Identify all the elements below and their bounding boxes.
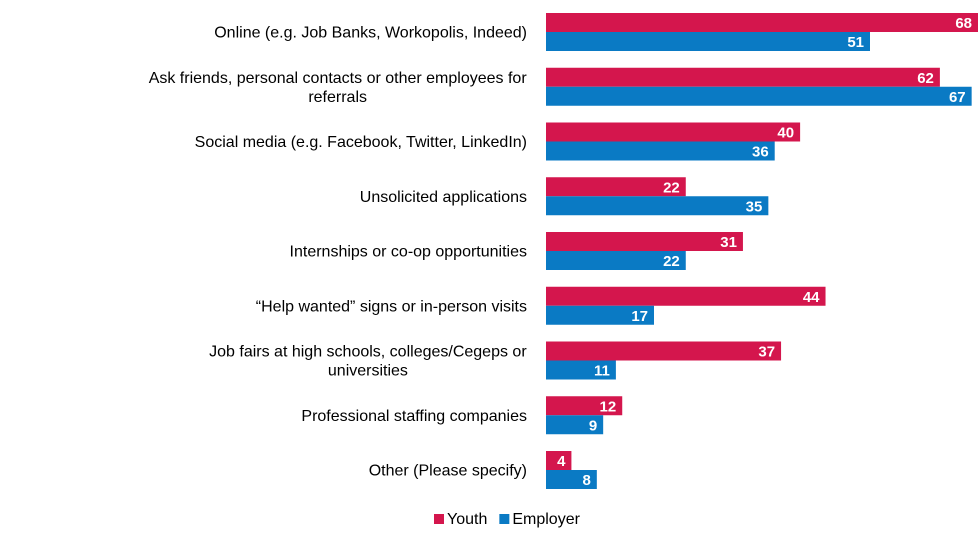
bar-employer-4 — [546, 196, 769, 216]
bar-youth-3 — [546, 122, 801, 142]
data-label-youth-6: 44 — [803, 289, 820, 306]
data-label-employer-6: 17 — [631, 308, 648, 325]
bar-youth-5 — [546, 232, 743, 251]
data-label-employer-4: 35 — [746, 198, 763, 215]
data-label-youth-8: 12 — [600, 398, 617, 415]
bar-youth-1 — [546, 13, 978, 32]
data-label-youth-5: 31 — [720, 234, 737, 251]
category-label-line: referrals — [308, 89, 367, 106]
data-label-youth-4: 22 — [663, 179, 680, 196]
category-label-line: Other (Please specify) — [369, 463, 527, 480]
bar-employer-3 — [546, 141, 775, 161]
category-label-2: Ask friends, personal contacts or other … — [149, 70, 528, 106]
data-label-employer-2: 67 — [949, 89, 966, 106]
data-label-employer-8: 9 — [589, 417, 597, 434]
bar-youth-9 — [546, 451, 572, 470]
bar-employer-2 — [546, 86, 972, 106]
bar-youth-8 — [546, 396, 623, 416]
category-label-8: Professional staffing companies — [301, 408, 527, 425]
bar-youth-7 — [546, 341, 782, 361]
category-label-6: “Help wanted” signs or in-person visits — [256, 298, 527, 315]
category-label-1: Online (e.g. Job Banks, Workopolis, Inde… — [214, 25, 527, 42]
bar-employer-6 — [546, 305, 654, 325]
category-label-9: Other (Please specify) — [369, 463, 527, 480]
data-label-youth-2: 62 — [917, 70, 934, 87]
category-label-line: “Help wanted” signs or in-person visits — [256, 298, 527, 315]
category-label-line: Professional staffing companies — [301, 408, 527, 425]
data-label-employer-9: 8 — [582, 472, 590, 489]
legend: Youth Employer — [434, 511, 581, 528]
category-labels: Online (e.g. Job Banks, Workopolis, Inde… — [149, 25, 528, 480]
data-label-youth-7: 37 — [758, 344, 775, 361]
bars-layer: 68 51 62 67 40 36 22 35 31 22 44 17 37 11 129 48 — [546, 13, 978, 489]
data-label-employer-5: 22 — [663, 253, 680, 270]
category-label-line: Job fairs at high schools, colleges/Cege… — [209, 344, 527, 361]
bar-employer-8 — [546, 415, 604, 435]
category-label-5: Internships or co-op opportunities — [290, 244, 527, 261]
category-label-line: Social media (e.g. Facebook, Twitter, Li… — [195, 134, 527, 151]
category-label-4: Unsolicited applications — [360, 189, 527, 206]
legend-swatch-youth — [434, 514, 444, 524]
data-label-employer-1: 51 — [847, 34, 864, 51]
data-label-employer-3: 36 — [752, 144, 769, 161]
data-label-employer-7: 11 — [594, 363, 610, 380]
bar-youth-2 — [546, 67, 940, 87]
bar-youth-4 — [546, 177, 686, 197]
category-label-line: universities — [328, 363, 408, 380]
bar-employer-1 — [546, 32, 870, 51]
bar-employer-5 — [546, 251, 686, 270]
category-label-line: Online (e.g. Job Banks, Workopolis, Inde… — [214, 25, 527, 42]
category-label-7: Job fairs at high schools, colleges/Cege… — [209, 344, 527, 380]
category-label-line: Ask friends, personal contacts or other … — [149, 70, 528, 87]
data-label-youth-1: 68 — [955, 15, 972, 32]
category-label-line: Internships or co-op opportunities — [290, 244, 527, 261]
legend-label-employer: Employer — [512, 511, 580, 528]
bar-employer-7 — [546, 360, 616, 380]
category-label-line: Unsolicited applications — [360, 189, 527, 206]
data-label-youth-9: 4 — [557, 453, 566, 470]
category-label-3: Social media (e.g. Facebook, Twitter, Li… — [195, 134, 527, 151]
data-label-youth-3: 40 — [777, 125, 794, 142]
bar-youth-6 — [546, 286, 826, 306]
bar-employer-9 — [546, 470, 597, 489]
legend-swatch-employer — [499, 514, 510, 524]
legend-label-youth: Youth — [447, 511, 487, 528]
